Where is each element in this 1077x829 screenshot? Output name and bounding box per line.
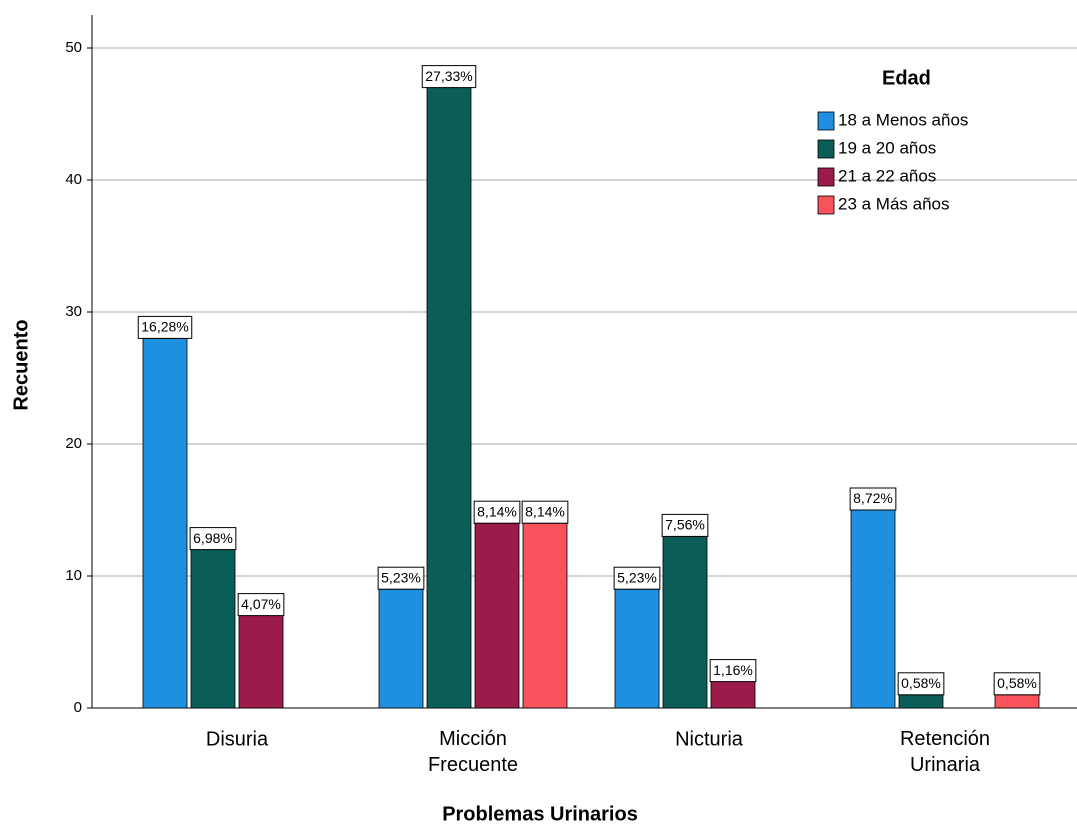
legend-label: 23 a Más años: [838, 194, 950, 213]
x-axis-label: Problemas Urinarios: [442, 803, 638, 825]
legend-swatch: [817, 195, 835, 215]
bar: [238, 615, 284, 709]
data-label-box: 5,23%: [613, 566, 661, 590]
data-label: 4,07%: [241, 596, 281, 612]
data-label: 0,58%: [901, 675, 941, 691]
data-label: 1,16%: [713, 662, 753, 678]
data-label: 8,14%: [525, 503, 565, 519]
y-tick-label: 40: [65, 171, 82, 188]
legend-title: Edad: [882, 67, 931, 89]
bar: [614, 588, 660, 709]
data-label-box: 1,16%: [709, 659, 757, 683]
data-label: 0,58%: [997, 675, 1037, 691]
bar: [522, 522, 568, 709]
label-box: [237, 593, 285, 617]
legend-label: 19 a 20 años: [838, 138, 936, 157]
data-label: 6,98%: [193, 530, 233, 546]
bar: [994, 694, 1040, 709]
x-tick-label: Nicturia: [675, 728, 744, 750]
label-box: [897, 672, 945, 696]
bar: [662, 536, 708, 709]
label-box: [709, 659, 757, 683]
label-box: [473, 500, 521, 524]
data-label-box: 8,14%: [473, 500, 521, 524]
label-box: [661, 513, 709, 537]
label-box: [189, 527, 237, 551]
label-box: [421, 65, 477, 89]
data-label-box: 4,07%: [237, 593, 285, 617]
y-tick-label: 10: [65, 567, 82, 584]
label-box: [377, 566, 425, 590]
label-box: [521, 500, 569, 524]
bar: [898, 694, 944, 709]
bar: [426, 87, 472, 709]
bar: [190, 549, 236, 709]
data-label-box: 8,72%: [849, 487, 897, 511]
label-box: [993, 672, 1041, 696]
bar: [474, 522, 520, 709]
data-label-box: 27,33%: [421, 65, 477, 89]
y-tick-label: 20: [65, 435, 82, 452]
data-label-box: 8,14%: [521, 500, 569, 524]
bar: [378, 588, 424, 709]
data-label-box: 0,58%: [993, 672, 1041, 696]
data-label: 8,72%: [853, 490, 893, 506]
data-label: 5,23%: [381, 569, 421, 585]
bar: [710, 681, 756, 709]
data-label: 5,23%: [617, 569, 657, 585]
legend-swatch: [817, 139, 835, 159]
label-box: [613, 566, 661, 590]
data-label-box: 6,98%: [189, 527, 237, 551]
legend-swatch: [817, 111, 835, 131]
y-tick-label: 30: [65, 303, 82, 320]
y-tick-label: 0: [74, 699, 82, 716]
legend-label: 18 a Menos años: [838, 110, 968, 129]
x-tick-label: Micción Frecuente: [428, 728, 518, 776]
label-box: [849, 487, 897, 511]
x-tick-label: Disuria: [206, 728, 269, 750]
bar: [142, 337, 188, 709]
legend-swatch: [817, 167, 835, 187]
data-label-box: 16,28%: [137, 315, 193, 339]
bar: [850, 509, 896, 709]
y-axis-label: Recuento: [10, 319, 32, 410]
data-label-box: 5,23%: [377, 566, 425, 590]
data-label: 8,14%: [477, 503, 517, 519]
data-label-box: 0,58%: [897, 672, 945, 696]
x-tick-label: Retención Urinaria: [900, 728, 990, 776]
data-label: 27,33%: [425, 68, 472, 84]
legend-label: 21 a 22 años: [838, 166, 936, 185]
label-box: [137, 315, 193, 339]
data-label-box: 7,56%: [661, 513, 709, 537]
data-label: 16,28%: [141, 319, 188, 335]
y-tick-label: 50: [65, 39, 82, 56]
data-label: 7,56%: [665, 517, 705, 533]
